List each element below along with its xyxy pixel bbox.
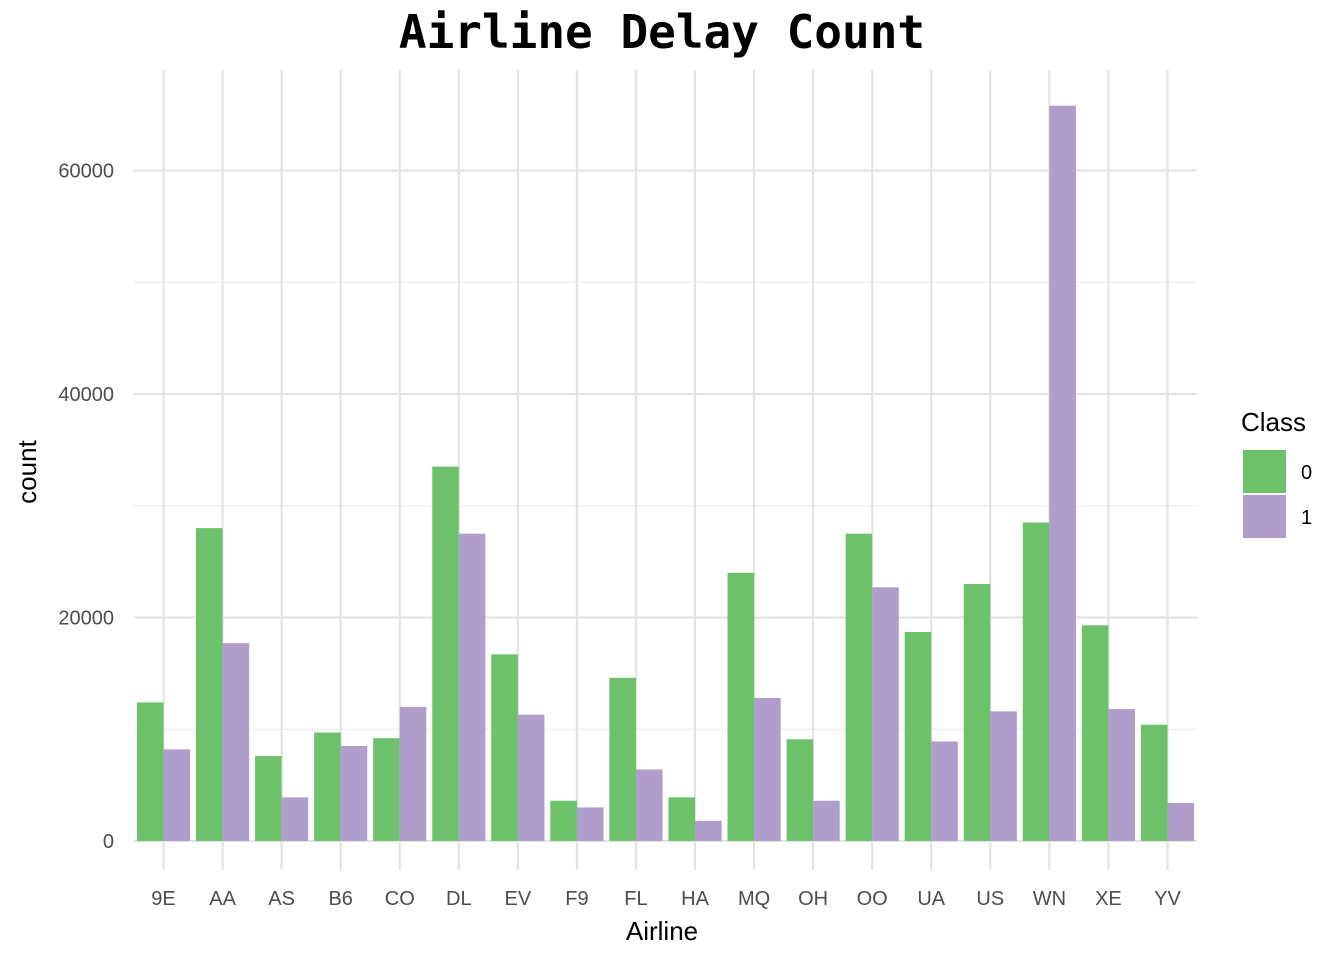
x-tick-label-OO: OO [857, 888, 888, 910]
bar-UA-class-0 [904, 632, 932, 841]
bar-OH-class-0 [786, 739, 814, 841]
x-tick-label-FL: FL [624, 888, 647, 910]
bar-OO-class-1 [872, 587, 899, 841]
bar-WN-class-0 [1022, 522, 1050, 841]
legend-label-0: 0 [1301, 462, 1312, 484]
bar-US-class-0 [963, 583, 991, 841]
x-tick-label-HA: HA [681, 888, 709, 910]
x-tick-label-EV: EV [505, 888, 532, 910]
bar-FL-class-0 [609, 677, 636, 841]
x-tick-label-F9: F9 [565, 888, 588, 910]
bar-YV-class-1 [1167, 802, 1195, 841]
bar-OH-class-1 [813, 800, 840, 841]
bar-AS-class-1 [281, 797, 309, 841]
chart-title: Airline Delay Count [399, 5, 925, 59]
x-tick-label-MQ: MQ [738, 888, 770, 910]
x-tick-label-WN: WN [1033, 888, 1066, 910]
bar-B6-class-1 [340, 745, 368, 841]
y-tick-label: 60000 [58, 161, 114, 183]
x-tick-label-DL: DL [446, 888, 472, 910]
bar-XE-class-0 [1081, 625, 1109, 841]
bar-WN-class-1 [1049, 105, 1076, 841]
bar-B6-class-0 [314, 732, 341, 841]
bar-FL-class-1 [635, 769, 663, 841]
x-tick-label-US: US [976, 888, 1004, 910]
legend-key-1 [1243, 495, 1286, 538]
x-tick-labels: 9E AA AS B6 CO DL EV F9 FL HA MQ OH OO UA US WN XE YV [151, 888, 1181, 910]
x-tick-label-XE: XE [1095, 888, 1122, 910]
bar-F9-class-1 [576, 807, 604, 841]
legend-label-1: 1 [1301, 507, 1312, 529]
y-tick-labels: 0 20000 40000 60000 [58, 161, 114, 853]
bar-DL-class-0 [432, 466, 459, 841]
x-tick-label-UA: UA [917, 888, 945, 910]
bar-UA-class-1 [931, 741, 958, 841]
bar-DL-class-1 [458, 533, 486, 841]
bar-HA-class-1 [695, 820, 722, 841]
bar-9E-class-0 [136, 702, 164, 841]
bar-OO-class-0 [845, 533, 873, 841]
bar-F9-class-0 [550, 800, 577, 841]
y-tick-label: 0 [103, 831, 114, 853]
bar-YV-class-0 [1140, 724, 1168, 841]
bar-AA-class-1 [222, 643, 250, 841]
legend-title: Class [1241, 407, 1306, 437]
x-tick-label-AA: AA [209, 888, 236, 910]
bar-AS-class-0 [255, 756, 282, 841]
x-tick-label-YV: YV [1154, 888, 1181, 910]
bar-AA-class-0 [196, 528, 223, 841]
x-tick-label-AS: AS [268, 888, 295, 910]
y-tick-label: 40000 [58, 384, 114, 406]
x-tick-label-CO: CO [385, 888, 415, 910]
legend-key-0 [1243, 450, 1286, 493]
y-tick-label: 20000 [58, 607, 114, 629]
legend: Class 0 1 [1241, 407, 1312, 538]
bar-CO-class-0 [373, 738, 400, 841]
bar-XE-class-1 [1108, 709, 1135, 841]
bar-EV-class-1 [517, 714, 545, 841]
x-tick-label-9E: 9E [151, 888, 175, 910]
bar-MQ-class-1 [754, 697, 781, 841]
bar-EV-class-0 [491, 654, 518, 841]
bar-CO-class-1 [399, 706, 427, 841]
bar-9E-class-1 [163, 749, 191, 841]
x-tick-label-B6: B6 [328, 888, 352, 910]
x-axis-title: Airline [626, 916, 698, 946]
bars [136, 105, 1195, 841]
y-axis-title: count [12, 439, 42, 503]
bar-HA-class-0 [668, 797, 696, 841]
bar-US-class-1 [990, 711, 1017, 841]
bar-MQ-class-0 [727, 572, 755, 841]
x-tick-label-OH: OH [798, 888, 828, 910]
